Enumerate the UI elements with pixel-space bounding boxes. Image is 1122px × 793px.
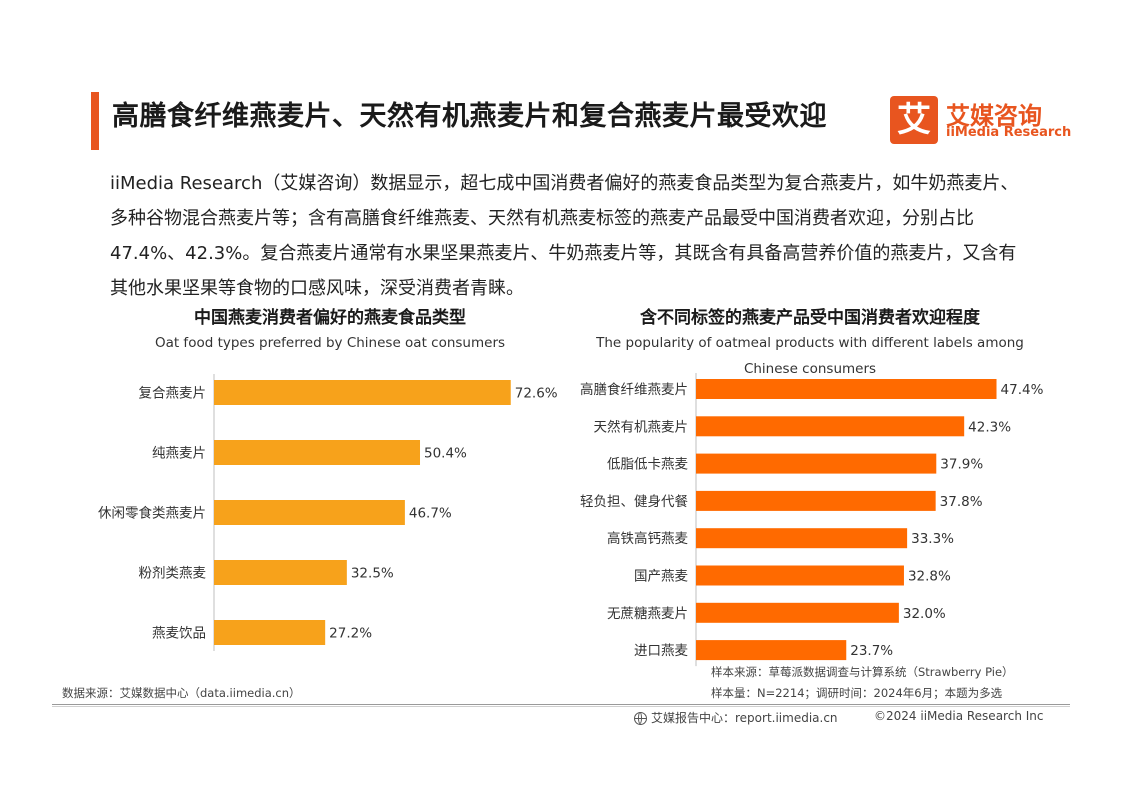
bar (696, 416, 965, 437)
category-label: 复合燕麦片 (139, 385, 207, 402)
value-label: 32.5% (351, 566, 394, 582)
title-accent-bar (91, 92, 99, 150)
bar (214, 620, 326, 645)
logo-mark-icon: 艾 (890, 96, 938, 144)
bar (696, 453, 937, 474)
left-chart-subtitle: Oat food types preferred by Chinese oat … (154, 335, 506, 351)
value-label: 37.8% (940, 494, 983, 510)
left-chart-title: 中国燕麦消费者偏好的燕麦食品类型 (194, 308, 466, 328)
footer-divider (52, 704, 1070, 705)
bar (696, 528, 908, 549)
report-center-text[interactable]: 艾媒报告中心：report.iimedia.cn (651, 711, 838, 725)
category-label: 休闲零食类燕麦片 (98, 505, 206, 522)
value-label: 37.9% (940, 457, 983, 473)
value-label: 72.6% (515, 386, 558, 402)
right-chart-subtitle: The popularity of oatmeal products with … (596, 335, 1024, 377)
value-label: 46.7% (409, 506, 452, 522)
value-label: 32.8% (908, 569, 951, 585)
value-label: 27.2% (329, 626, 372, 642)
right-sample-size: 样本量：N=2214；调研时间：2024年6月；本题为多选 (711, 686, 1003, 700)
bar (214, 440, 421, 465)
footer-copyright: ©2024 iiMedia Research Inc (874, 709, 1044, 723)
footer-report-center: 艾媒报告中心：report.iimedia.cn (634, 709, 838, 726)
category-label: 天然有机燕麦片 (594, 418, 689, 435)
value-label: 50.4% (424, 446, 467, 462)
value-label: 42.3% (968, 419, 1011, 435)
category-label: 粉剂类燕麦 (139, 566, 207, 582)
category-label: 国产燕麦 (634, 569, 688, 585)
bar (214, 380, 511, 405)
category-label: 纯燕麦片 (152, 446, 206, 462)
value-label: 32.0% (903, 606, 946, 622)
category-label: 进口燕麦 (634, 643, 688, 659)
bar (214, 500, 405, 525)
intro-paragraph: iiMedia Research（艾媒咨询）数据显示，超七成中国消费者偏好的燕麦… (110, 173, 1019, 299)
bar (696, 490, 936, 511)
bar (696, 602, 899, 623)
logo-english-name: iiMedia Research (946, 125, 1072, 140)
logo-chinese-name: 艾媒咨询 (946, 102, 1042, 130)
category-label: 高铁高钙燕麦 (607, 530, 688, 547)
value-label: 23.7% (850, 643, 893, 659)
left-data-source: 数据来源：艾媒数据中心（data.iimedia.cn） (62, 686, 301, 700)
category-label: 无蔗糖燕麦片 (607, 606, 688, 622)
globe-icon (634, 712, 647, 725)
page-title: 高膳食纤维燕麦片、天然有机燕麦片和复合燕麦片最受欢迎 (112, 101, 827, 132)
bar (696, 640, 847, 661)
category-label: 低脂低卡燕麦 (607, 457, 688, 473)
footer-divider-secondary (52, 706, 1070, 707)
category-label: 燕麦饮品 (152, 626, 206, 642)
category-label: 高膳食纤维燕麦片 (580, 381, 688, 398)
bar (214, 560, 347, 585)
bar (696, 565, 904, 586)
value-label: 47.4% (1001, 382, 1044, 398)
right-chart-title: 含不同标签的燕麦产品受中国消费者欢迎程度 (640, 308, 980, 328)
bar (696, 379, 997, 399)
value-label: 33.3% (911, 531, 954, 547)
category-label: 轻负担、健身代餐 (580, 494, 688, 510)
right-sample-source: 样本来源：草莓派数据调查与计算系统（Strawberry Pie） (711, 665, 1014, 679)
brand-logo: 艾 艾媒咨询 iiMedia Research (890, 96, 1072, 144)
